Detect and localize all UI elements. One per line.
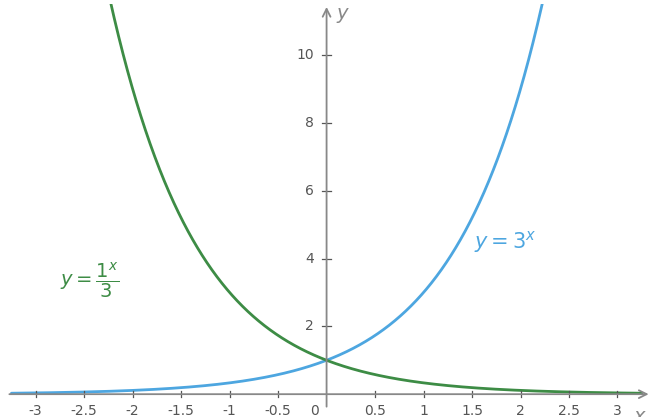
Text: -2.5: -2.5 <box>71 404 97 417</box>
Text: -2: -2 <box>126 404 139 417</box>
Text: $x$: $x$ <box>634 407 647 417</box>
Text: 0.5: 0.5 <box>364 404 386 417</box>
Text: $y = 3^x$: $y = 3^x$ <box>474 229 537 255</box>
Text: 3: 3 <box>613 404 622 417</box>
Text: 1.5: 1.5 <box>461 404 483 417</box>
Text: 0: 0 <box>310 404 319 417</box>
Text: 2.5: 2.5 <box>558 404 580 417</box>
Text: 6: 6 <box>305 184 314 198</box>
Text: 1: 1 <box>419 404 428 417</box>
Text: 2: 2 <box>305 319 314 333</box>
Text: -3: -3 <box>29 404 43 417</box>
Text: $y = \dfrac{1^x}{3}$: $y = \dfrac{1^x}{3}$ <box>60 261 119 301</box>
Text: $y$: $y$ <box>336 6 351 25</box>
Text: 4: 4 <box>305 251 314 266</box>
Text: -1: -1 <box>222 404 236 417</box>
Text: -1.5: -1.5 <box>168 404 195 417</box>
Text: 2: 2 <box>516 404 525 417</box>
Text: 8: 8 <box>305 116 314 130</box>
Text: -0.5: -0.5 <box>265 404 291 417</box>
Text: 10: 10 <box>296 48 314 62</box>
